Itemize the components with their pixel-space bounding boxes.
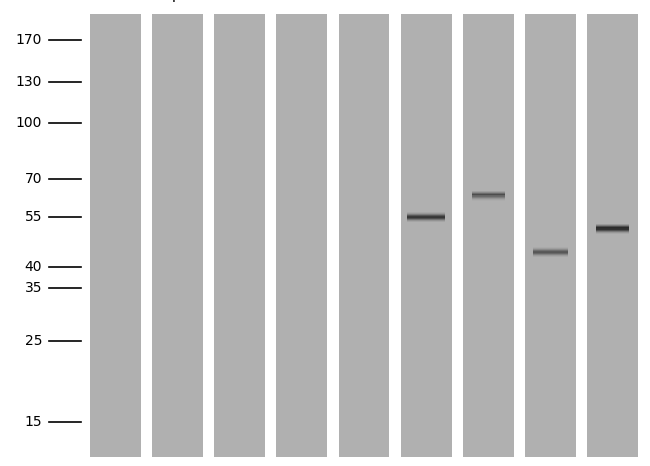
Bar bbox=[463, 14, 514, 457]
Text: 40: 40 bbox=[25, 260, 42, 274]
Text: 15: 15 bbox=[25, 415, 42, 429]
Bar bbox=[276, 14, 328, 457]
Text: Hela: Hela bbox=[99, 0, 132, 2]
Text: Mcf7: Mcf7 bbox=[285, 0, 319, 2]
Text: HepG2: HepG2 bbox=[153, 0, 203, 2]
Text: 130: 130 bbox=[16, 75, 42, 89]
Bar bbox=[90, 14, 141, 457]
Text: SVT2: SVT2 bbox=[345, 0, 383, 2]
Bar bbox=[587, 14, 638, 457]
Text: K562: K562 bbox=[221, 0, 259, 2]
Text: 55: 55 bbox=[25, 210, 42, 224]
Text: Testis: Testis bbox=[468, 0, 509, 2]
Bar bbox=[339, 14, 389, 457]
Bar bbox=[400, 14, 452, 457]
Text: 100: 100 bbox=[16, 116, 42, 130]
Text: Brain: Brain bbox=[531, 0, 569, 2]
Bar bbox=[214, 14, 265, 457]
Text: 70: 70 bbox=[25, 172, 42, 186]
Text: 35: 35 bbox=[25, 281, 42, 295]
Bar bbox=[525, 14, 576, 457]
Bar bbox=[152, 14, 203, 457]
Text: Liver: Liver bbox=[408, 0, 444, 2]
Text: Uterus: Uterus bbox=[588, 0, 637, 2]
Text: 25: 25 bbox=[25, 334, 42, 348]
Text: 170: 170 bbox=[16, 33, 42, 47]
